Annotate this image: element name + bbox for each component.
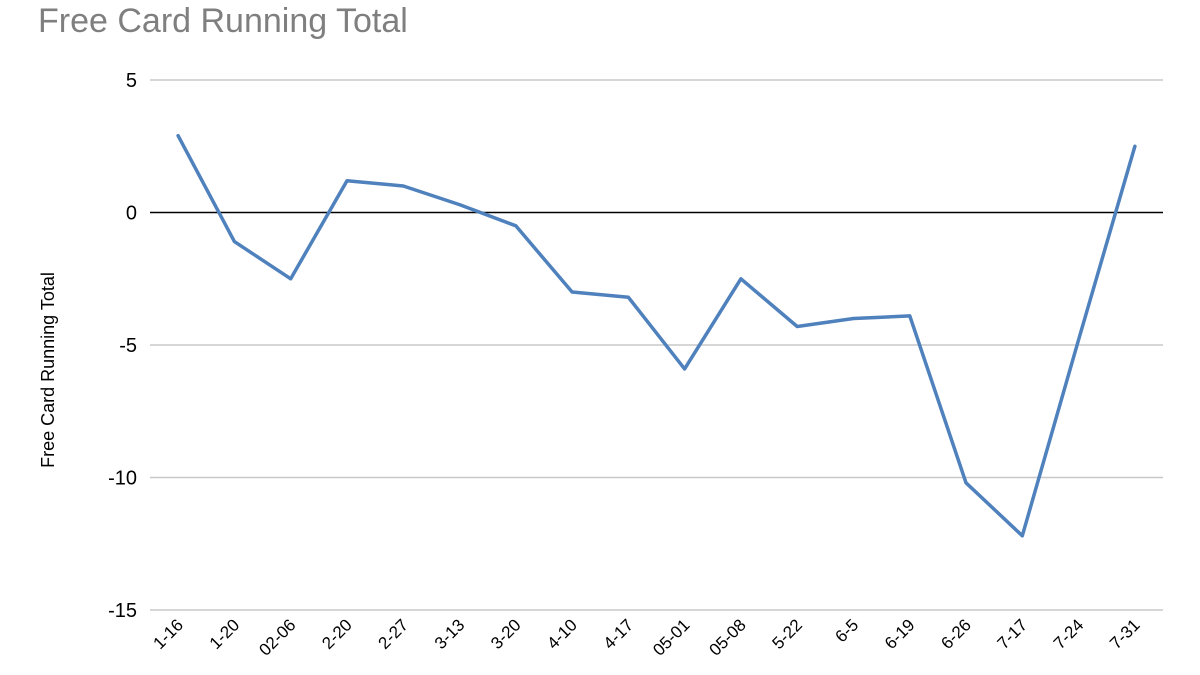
y-axis-label: Free Card Running Total bbox=[38, 272, 58, 468]
data-point bbox=[626, 295, 630, 299]
series-line bbox=[176, 133, 1137, 538]
data-point bbox=[1077, 338, 1081, 342]
x-tick-label: 3-20 bbox=[487, 615, 524, 652]
chart-title: Free Card Running Total bbox=[38, 2, 408, 40]
data-point bbox=[570, 290, 574, 294]
x-axis-ticks: 1-16 1-20 02-06 2-20 2-27 3-13 3-20 4-10 4-17 05-… bbox=[149, 615, 1143, 659]
x-tick-label: 05-01 bbox=[649, 615, 693, 659]
data-point bbox=[739, 277, 743, 281]
x-tick-label: 02-06 bbox=[255, 615, 299, 659]
gridlines bbox=[150, 79, 1163, 611]
x-tick-label: 5-22 bbox=[769, 615, 806, 652]
data-point bbox=[908, 314, 912, 318]
x-tick-label: 7-17 bbox=[994, 615, 1031, 652]
y-tick-label: -15 bbox=[108, 600, 137, 622]
x-tick-label: 6-19 bbox=[881, 615, 918, 652]
y-tick-label: 0 bbox=[126, 203, 137, 225]
data-point bbox=[964, 481, 968, 485]
x-tick-label: 4-10 bbox=[543, 615, 580, 652]
data-point bbox=[514, 224, 518, 228]
data-point bbox=[795, 324, 799, 328]
y-tick-label: -5 bbox=[119, 335, 137, 357]
data-point bbox=[401, 184, 405, 188]
x-tick-label: 6-26 bbox=[937, 615, 974, 652]
x-tick-label: 05-08 bbox=[706, 615, 750, 659]
data-point bbox=[1020, 534, 1024, 538]
data-point bbox=[289, 277, 293, 281]
data-point bbox=[232, 240, 236, 244]
data-point bbox=[176, 134, 180, 138]
series-layer bbox=[176, 133, 1137, 538]
data-point bbox=[458, 203, 462, 207]
x-tick-label: 2-27 bbox=[375, 615, 412, 652]
y-axis-ticks: 5 0 -5 -10 -15 bbox=[108, 70, 137, 622]
data-point bbox=[345, 179, 349, 183]
x-tick-label: 2-20 bbox=[318, 615, 355, 652]
data-point bbox=[1133, 144, 1137, 148]
x-tick-label: 7-31 bbox=[1106, 615, 1143, 652]
x-tick-label: 3-13 bbox=[431, 615, 468, 652]
y-tick-label: 5 bbox=[126, 70, 137, 92]
y-tick-label: -10 bbox=[108, 468, 137, 490]
data-point bbox=[851, 317, 855, 320]
data-point bbox=[683, 367, 687, 371]
x-tick-label: 1-16 bbox=[149, 615, 186, 652]
x-tick-label: 1-20 bbox=[206, 615, 243, 652]
x-tick-label: 4-17 bbox=[600, 615, 637, 652]
x-tick-label: 6-5 bbox=[831, 615, 862, 646]
x-tick-label: 7-24 bbox=[1050, 615, 1087, 652]
